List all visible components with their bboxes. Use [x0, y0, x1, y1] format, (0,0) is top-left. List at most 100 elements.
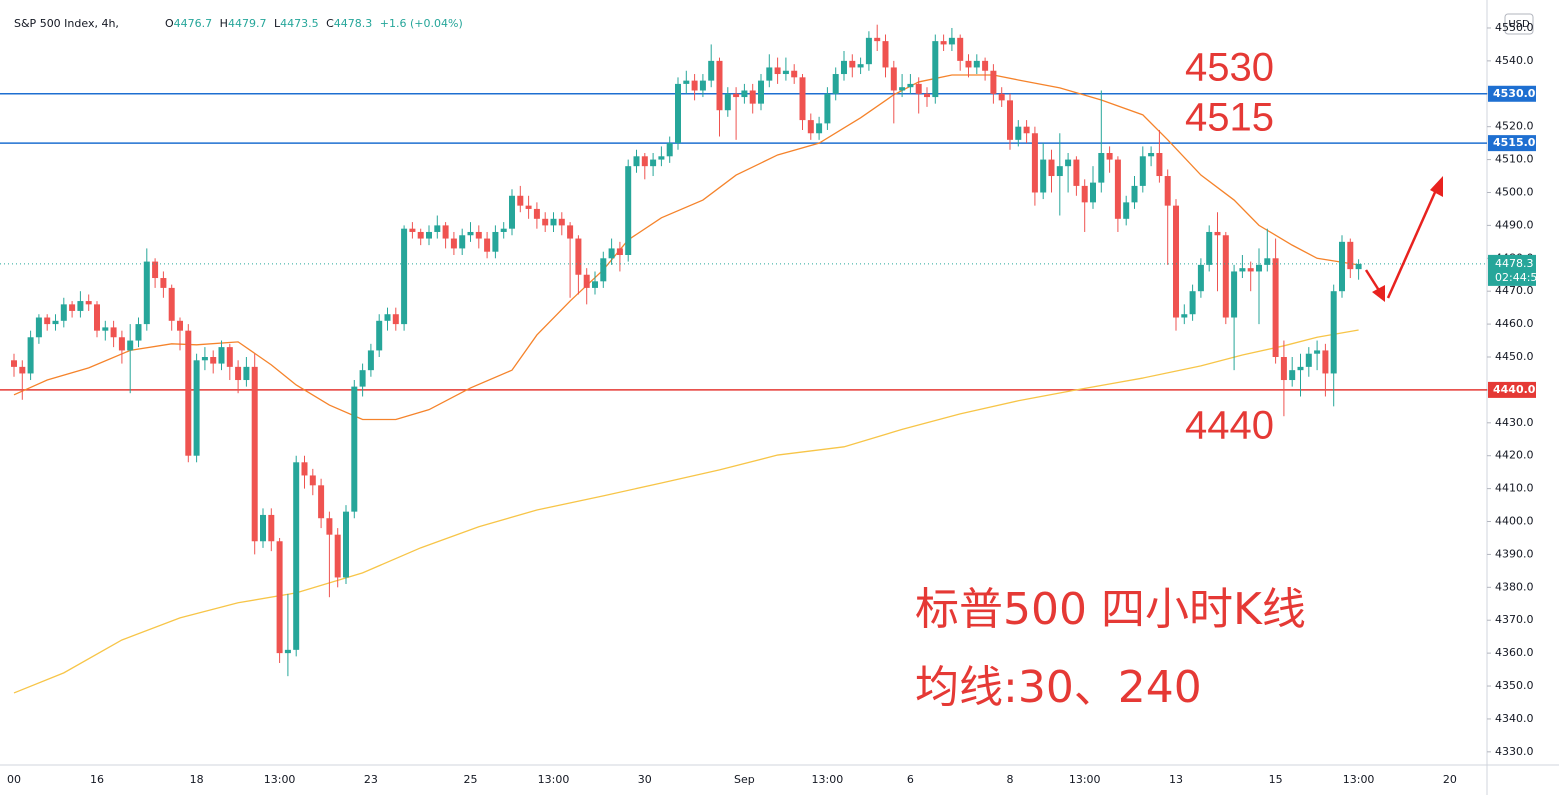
level-tag: [1488, 85, 1536, 102]
candle-body: [168, 287, 175, 321]
candle-body: [616, 248, 623, 255]
candle-body: [1023, 126, 1030, 134]
y-tick-label: 4540.0: [1495, 54, 1534, 67]
candle-body: [251, 366, 258, 542]
currency: USD: [1508, 19, 1530, 30]
candle-body: [367, 350, 374, 371]
candle-body: [782, 70, 789, 75]
candle-body: [1139, 156, 1146, 186]
x-tick-label: 6: [907, 773, 914, 786]
candle-body: [152, 261, 159, 279]
candle-body: [1056, 166, 1063, 177]
arrow-down: [1364, 269, 1382, 293]
candle-body: [533, 208, 540, 219]
candle-body: [1247, 268, 1254, 272]
candle-body: [226, 347, 233, 367]
candle-body: [201, 357, 208, 361]
caption: 均线:30、240: [915, 662, 1202, 713]
candle-body: [998, 93, 1005, 101]
candle-body: [235, 366, 242, 381]
candle-body: [1031, 133, 1038, 193]
candle-body: [816, 123, 823, 134]
candle-body: [77, 301, 84, 311]
candle-body: [160, 278, 167, 288]
currency-box[interactable]: [1504, 13, 1534, 35]
candle-body: [110, 327, 117, 338]
candle-body: [550, 218, 557, 226]
candle-body: [724, 93, 731, 111]
x-tick-label: 13:00: [1069, 773, 1101, 786]
candle-body: [1256, 264, 1262, 272]
arrow-head: [1430, 176, 1443, 197]
candle-body: [791, 70, 798, 78]
candle-body: [824, 93, 831, 124]
candle-body: [766, 67, 773, 81]
y-tick-label: 4370.0: [1495, 613, 1534, 626]
candle-body: [799, 77, 806, 121]
candle-body: [982, 60, 989, 71]
candle-body: [351, 386, 358, 512]
moving-average: [13, 74, 1359, 421]
candle-body: [932, 41, 939, 98]
candle-body: [1289, 370, 1296, 381]
x-tick-label: 18: [190, 773, 204, 786]
candle-body: [965, 60, 972, 68]
candle-body: [1164, 176, 1171, 206]
candle-body: [774, 67, 781, 75]
x-tick-label: 23: [364, 773, 378, 786]
candle-body: [1330, 291, 1337, 374]
candle-body: [218, 347, 225, 364]
x-tick-label: 20: [1443, 773, 1457, 786]
candle-body: [857, 64, 864, 68]
candle-body: [1305, 353, 1312, 367]
candle-body: [1264, 258, 1271, 265]
candle-body: [641, 156, 648, 167]
candle-body: [890, 67, 897, 91]
candle-body: [907, 83, 914, 88]
y-tick-label: 4490.0: [1495, 218, 1534, 231]
candle-body: [276, 541, 283, 654]
annotation: 4515: [1185, 96, 1274, 140]
candle-body: [592, 281, 598, 288]
y-tick-label: 4550.0: [1495, 21, 1534, 34]
candle-body: [210, 357, 217, 364]
candle-body: [973, 60, 980, 68]
last-price-tag: [1488, 254, 1536, 286]
candle-body: [467, 231, 474, 236]
candle-body: [1181, 314, 1188, 318]
arrow-head: [1372, 285, 1385, 302]
candle-body: [11, 360, 17, 367]
x-tick-label: 13: [1169, 773, 1183, 786]
candle-body: [1148, 153, 1155, 157]
annotation: 4530: [1185, 46, 1274, 90]
candle-body: [583, 274, 590, 288]
candle-body: [957, 37, 964, 61]
candle-body: [284, 649, 291, 654]
candle-body: [293, 462, 300, 650]
moving-average: [13, 329, 1359, 694]
y-tick-label: 4360.0: [1495, 646, 1534, 659]
candle-body: [193, 360, 200, 456]
candle-body: [567, 225, 574, 239]
candle-body: [849, 60, 856, 68]
candle-body: [1106, 153, 1113, 160]
ohlc-letter: H: [220, 17, 228, 30]
candle-body: [127, 340, 134, 351]
candle-body: [990, 70, 997, 94]
candle-body: [343, 511, 349, 578]
candle-body: [500, 228, 507, 232]
ohlc-value: 4479.7: [228, 17, 267, 30]
candle-body: [1231, 271, 1238, 318]
x-tick-label: 13:00: [812, 773, 844, 786]
candle-body: [1280, 357, 1287, 381]
y-tick-label: 4380.0: [1495, 580, 1534, 593]
candle-body: [450, 238, 457, 249]
candle-body: [509, 195, 515, 229]
candle-body: [417, 231, 424, 239]
plot-area: [0, 24, 1487, 694]
candle-body: [874, 37, 881, 42]
candle-body: [1156, 153, 1163, 177]
x-tick-label: 13:00: [1343, 773, 1375, 786]
y-tick-label: 4520.0: [1495, 120, 1534, 133]
candle-body: [1098, 153, 1105, 183]
